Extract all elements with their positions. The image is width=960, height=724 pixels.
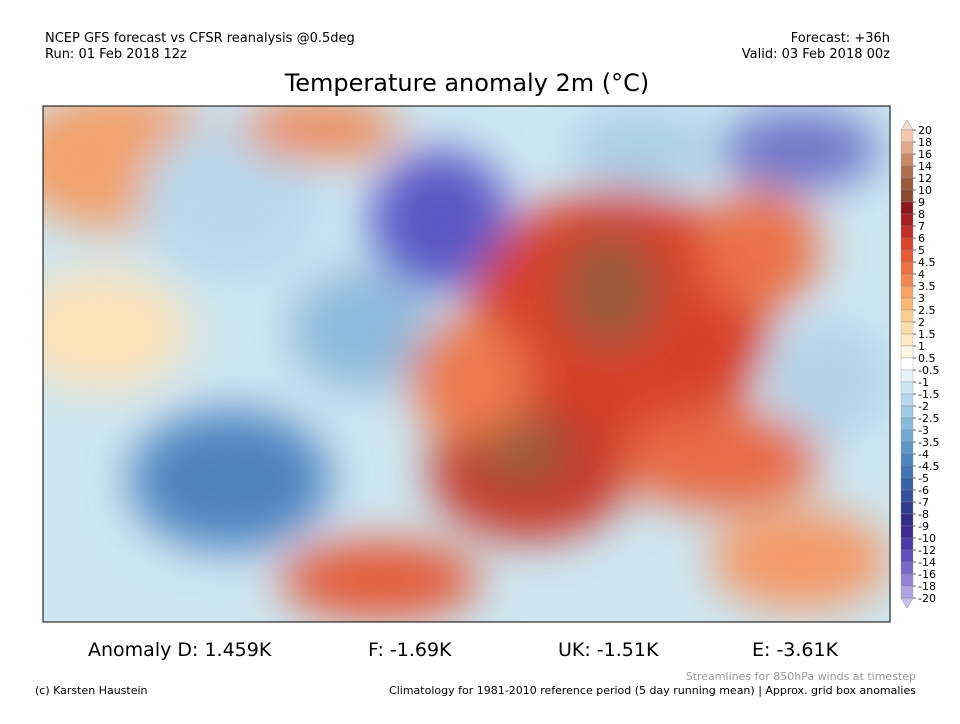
colorbar-swatch <box>900 153 914 167</box>
colorbar-label: -1 <box>918 376 929 389</box>
colorbar-swatch <box>900 441 914 455</box>
colorbar-swatch <box>900 369 914 383</box>
colorbar-swatch <box>900 585 914 599</box>
colorbar-label: 9 <box>918 196 925 209</box>
colorbar-top-arrow <box>900 119 914 131</box>
colorbar-swatch <box>900 393 914 407</box>
colorbar-label: -2.5 <box>918 412 939 425</box>
colorbar-label: 12 <box>918 172 932 185</box>
colorbar-swatch <box>900 465 914 479</box>
colorbar-swatch <box>900 405 914 419</box>
colorbar-swatch <box>900 549 914 563</box>
colorbar-swatch <box>900 417 914 431</box>
map-frame <box>42 105 891 623</box>
colorbar-swatch <box>900 129 914 143</box>
colorbar-label: 16 <box>918 148 932 161</box>
title: Temperature anomaly 2m (°C) <box>284 69 650 97</box>
colorbar-label: -7 <box>918 496 929 509</box>
colorbar-swatch <box>900 477 914 491</box>
climatology-note: Climatology for 1981-2010 reference peri… <box>389 684 916 697</box>
colorbar-label: 6 <box>918 232 925 245</box>
colorbar-label: 1.5 <box>918 328 936 341</box>
streamlines-note: Streamlines for 850hPa winds at timestep <box>686 670 916 683</box>
map <box>43 106 890 622</box>
colorbar-swatch <box>900 489 914 503</box>
colorbar-swatch <box>900 237 914 251</box>
colorbar-label: -3 <box>918 424 929 437</box>
colorbar-label: -18 <box>918 580 936 593</box>
colorbar-label: 1 <box>918 340 925 353</box>
colorbar-swatch <box>900 537 914 551</box>
colorbar-label: 18 <box>918 136 932 149</box>
colorbar-swatch <box>900 333 914 347</box>
colorbar-swatch <box>900 573 914 587</box>
colorbar-label: 3.5 <box>918 280 936 293</box>
anomaly-uk: UK: -1.51K <box>558 639 659 661</box>
colorbar-label: -9 <box>918 520 929 533</box>
forecast: Forecast: +36h <box>791 31 890 46</box>
colorbar-label: 10 <box>918 184 932 197</box>
colorbar-swatch <box>900 201 914 215</box>
colorbar-swatch <box>900 561 914 575</box>
anomaly-f: F: -1.69K <box>368 639 452 661</box>
colorbar-swatch <box>900 285 914 299</box>
colorbar-label: -8 <box>918 508 929 521</box>
colorbar-label: 2 <box>918 316 925 329</box>
colorbar-label: -12 <box>918 544 936 557</box>
colorbar-label: -2 <box>918 400 929 413</box>
colorbar-swatch <box>900 501 914 515</box>
colorbar-label: -3.5 <box>918 436 939 449</box>
colorbar-swatch <box>900 177 914 191</box>
colorbar: 201816141210987654.543.532.521.510.5-0.5… <box>900 119 939 609</box>
colorbar-label: 0.5 <box>918 352 936 365</box>
anomaly-e: E: -3.61K <box>752 639 839 661</box>
colorbar-swatch <box>900 261 914 275</box>
colorbar-label: -4 <box>918 448 929 461</box>
colorbar-bottom-arrow <box>900 597 914 609</box>
colorbar-swatch <box>900 513 914 527</box>
colorbar-label: 2.5 <box>918 304 936 317</box>
colorbar-swatch <box>900 321 914 335</box>
colorbar-label: 14 <box>918 160 932 173</box>
colorbar-swatch <box>900 141 914 155</box>
colorbar-label: -6 <box>918 484 929 497</box>
credit: (c) Karsten Haustein <box>35 684 148 697</box>
colorbar-swatch <box>900 297 914 311</box>
colorbar-swatch <box>900 273 914 287</box>
colorbar-swatch <box>900 213 914 227</box>
colorbar-label: 5 <box>918 244 925 257</box>
colorbar-label: -4.5 <box>918 460 939 473</box>
colorbar-label: -1.5 <box>918 388 939 401</box>
colorbar-swatch <box>900 357 914 371</box>
colorbar-label: 7 <box>918 220 925 233</box>
anomaly-d: Anomaly D: 1.459K <box>88 639 272 661</box>
colorbar-label: -5 <box>918 472 929 485</box>
colorbar-label: -0.5 <box>918 364 939 377</box>
colorbar-swatch <box>900 525 914 539</box>
colorbar-label: 8 <box>918 208 925 221</box>
colorbar-label: -20 <box>918 592 936 605</box>
colorbar-swatch <box>900 429 914 443</box>
valid: Valid: 03 Feb 2018 00z <box>742 47 890 62</box>
colorbar-label: 4 <box>918 268 925 281</box>
run: Run: 01 Feb 2018 12z <box>45 47 187 62</box>
colorbar-swatch <box>900 165 914 179</box>
colorbar-swatch <box>900 309 914 323</box>
colorbar-swatch <box>900 453 914 467</box>
colorbar-label: -10 <box>918 532 936 545</box>
colorbar-swatch <box>900 345 914 359</box>
colorbar-label: 4.5 <box>918 256 936 269</box>
colorbar-label: -14 <box>918 556 936 569</box>
source: NCEP GFS forecast vs CFSR reanalysis @0.… <box>45 31 355 46</box>
colorbar-swatch <box>900 249 914 263</box>
colorbar-label: -16 <box>918 568 936 581</box>
colorbar-swatch <box>900 381 914 395</box>
colorbar-swatch <box>900 225 914 239</box>
colorbar-label: 20 <box>918 124 932 137</box>
colorbar-label: 3 <box>918 292 925 305</box>
colorbar-swatch <box>900 189 914 203</box>
